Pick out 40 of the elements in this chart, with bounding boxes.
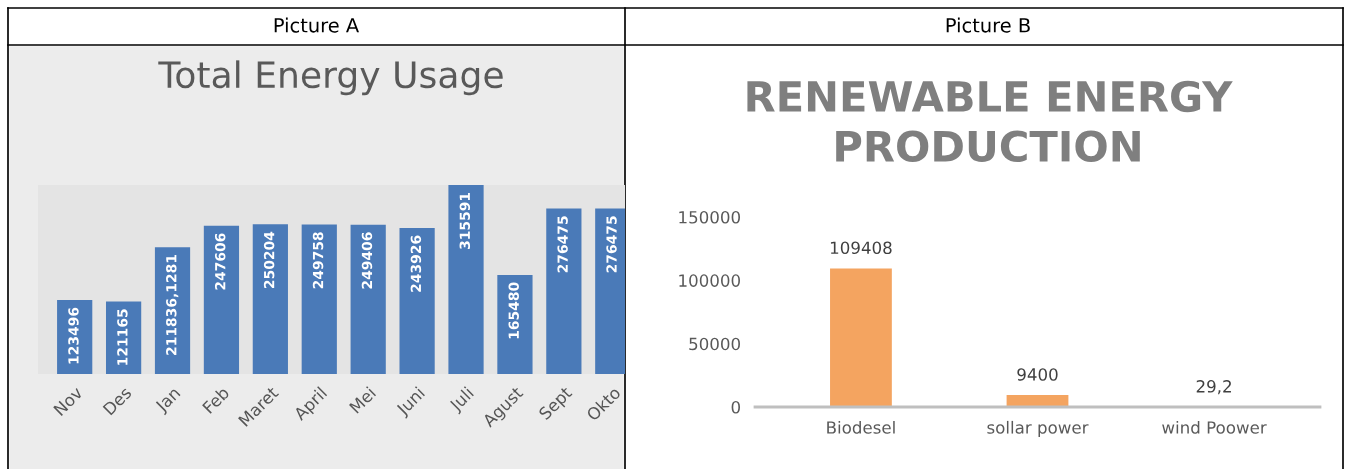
y-tick-label: 150000	[679, 210, 740, 224]
data-label: 165480	[508, 282, 519, 339]
data-label: 247606	[214, 233, 226, 290]
x-tick-label: Jan	[154, 386, 183, 416]
bar	[203, 225, 240, 374]
data-label: 121165	[117, 309, 128, 365]
data-label: 276475	[557, 216, 568, 273]
data-label: 123496	[68, 307, 79, 364]
text: Picture B	[946, 17, 1030, 33]
data-label: 276475	[606, 216, 617, 273]
bar	[497, 274, 533, 374]
bar	[448, 185, 484, 374]
y-tick-label: 100000	[679, 274, 740, 287]
chart-title: RENEWABLE ENERGY PRODUCTION	[747, 80, 1233, 162]
y-tick-label: 50000	[689, 337, 740, 351]
bar	[105, 301, 142, 374]
x-tick-label: Des	[102, 386, 133, 416]
x-tick-label: Feb	[201, 385, 230, 414]
x-tick-label: sollar power	[987, 420, 1089, 438]
x-tick-label: wind Poower	[1162, 420, 1267, 434]
text: Picture A	[274, 17, 360, 33]
data-label: 249406	[361, 232, 373, 289]
data-label: 109408	[830, 241, 892, 255]
data-label: 9400	[1017, 368, 1058, 381]
data-label: 315591	[459, 192, 471, 249]
bar	[350, 224, 386, 374]
x-tick-label: Biodesel	[827, 420, 895, 434]
bar	[546, 208, 582, 374]
data-label: 211836,1281	[166, 255, 179, 355]
chart-title: Total Energy Usage	[158, 60, 503, 96]
data-label: 243926	[410, 235, 422, 292]
x-tick-label: Mei	[348, 386, 377, 414]
data-label: 29,2	[1196, 380, 1231, 395]
bar	[301, 224, 337, 374]
data-label: 249758	[312, 232, 324, 289]
y-tick-label: 0	[731, 400, 740, 414]
bar	[252, 224, 288, 374]
bar	[399, 227, 435, 374]
x-tick-label: Nov	[53, 385, 84, 417]
data-label: 250204	[263, 231, 275, 288]
